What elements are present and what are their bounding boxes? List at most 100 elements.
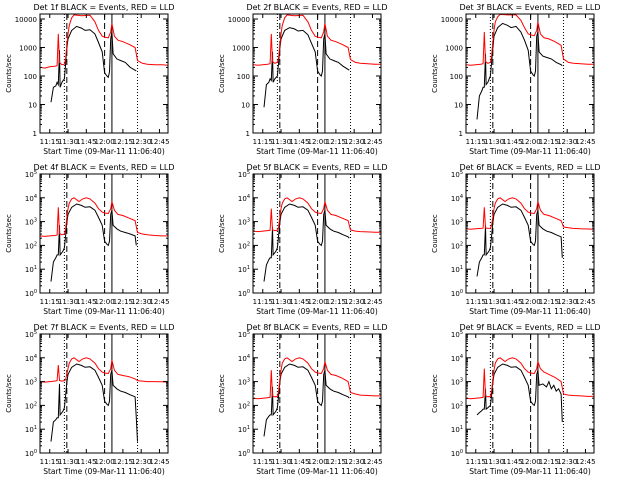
x-tick-label: 12:45 — [362, 138, 382, 146]
chart-panel: Det 7f BLACK = Events, RED = LLD 11:1511:… — [5, 323, 175, 476]
plot-frame — [252, 13, 382, 134]
x-tick-label: 11:45 — [502, 458, 522, 466]
chart-title: Det 2f BLACK = Events, RED = LLD — [246, 3, 387, 12]
x-tick-label: 12:00 — [521, 138, 541, 146]
series-group — [466, 357, 594, 423]
y-tick-label: 100 — [450, 73, 463, 81]
x-tick-label: 11:30 — [271, 458, 291, 466]
series-line-lld — [466, 357, 594, 400]
x-tick-label: 12:30 — [344, 458, 364, 466]
y-tick-label: 102 — [451, 401, 463, 410]
y-tick-label: 103 — [238, 218, 250, 227]
chart-title: Det 5f BLACK = Events, RED = LLD — [246, 163, 387, 172]
x-tick-label: 12:15 — [539, 138, 559, 146]
y-axis-label: Counts/sec — [5, 54, 13, 93]
x-tick-label: 12:30 — [557, 298, 577, 306]
series-line-events — [50, 363, 138, 442]
y-tick-label: 104 — [238, 354, 250, 363]
y-tick-label: 100 — [237, 73, 250, 81]
series-line-lld — [40, 197, 168, 237]
y-tick-label: 1000 — [19, 45, 37, 53]
y-tick-label: 100 — [25, 449, 37, 458]
y-tick-label: 1 — [33, 130, 37, 138]
chart-title: Det 6f BLACK = Events, RED = LLD — [459, 163, 600, 172]
x-tick-label: 11:30 — [58, 298, 78, 306]
x-tick-label: 11:30 — [484, 458, 504, 466]
y-tick-label: 100 — [451, 449, 463, 458]
y-axis-label: Counts/sec — [5, 214, 13, 253]
y-tick-label: 103 — [451, 218, 463, 227]
y-tick-label: 10 — [454, 102, 463, 110]
x-tick-label: 12:00 — [308, 298, 328, 306]
y-tick-label: 102 — [25, 401, 37, 410]
series-line-lld — [253, 14, 381, 66]
x-tick-label: 12:30 — [131, 298, 151, 306]
series-group — [253, 357, 381, 437]
x-tick-label: 11:15 — [253, 298, 273, 306]
series-line-lld — [466, 14, 594, 66]
x-tick-label: 12:00 — [95, 138, 115, 146]
x-tick-label: 12:45 — [575, 138, 595, 146]
series-group — [466, 14, 594, 120]
y-tick-label: 104 — [25, 194, 37, 203]
series-line-events — [263, 203, 350, 282]
chart-title: Det 4f BLACK = Events, RED = LLD — [33, 163, 174, 172]
x-tick-label: 11:45 — [76, 138, 96, 146]
y-tick-label: 101 — [238, 265, 250, 274]
y-axis-label: Counts/sec — [431, 374, 439, 413]
series-group — [40, 357, 168, 442]
x-tick-label: 11:30 — [58, 458, 78, 466]
x-tick-label: 12:30 — [557, 138, 577, 146]
series-line-lld — [466, 197, 594, 230]
x-tick-label: 12:30 — [131, 458, 151, 466]
x-tick-label: 12:00 — [521, 298, 541, 306]
plot-frame — [465, 333, 595, 454]
y-tick-label: 100 — [25, 289, 37, 298]
chart-panel: Det 3f BLACK = Events, RED = LLD11:1511:… — [431, 3, 601, 156]
x-tick-label: 12:15 — [326, 298, 346, 306]
x-tick-label: 11:15 — [466, 138, 486, 146]
x-tick-label: 11:15 — [40, 298, 60, 306]
chart-panel: Det 2f BLACK = Events, RED = LLD 11:15 11:… — [218, 3, 388, 156]
x-tick-label: 12:30 — [131, 138, 151, 146]
x-tick-label: 11:30 — [58, 138, 78, 146]
x-tick-label: 12:15 — [113, 298, 133, 306]
x-axis-label: Start Time (09-Mar-11 11:06:40) — [469, 467, 591, 476]
series-group — [253, 14, 381, 108]
chart-panel: Det 4f BLACK = Events, RED = LLD11:1511:… — [5, 163, 175, 316]
x-tick-label: 12:30 — [344, 138, 364, 146]
y-tick-label: 1 — [459, 130, 463, 138]
y-tick-label: 105 — [238, 170, 250, 179]
x-tick-label: 11:45 — [289, 138, 309, 146]
plot-frame — [252, 173, 382, 294]
y-axis-label: Counts/sec — [218, 214, 226, 253]
plot-frame — [252, 333, 382, 454]
y-tick-label: 100 — [238, 289, 250, 298]
x-axis-label: Start Time (09-Mar-11 11:06:40) — [43, 307, 165, 316]
x-tick-label: 11:45 — [289, 298, 309, 306]
y-tick-label: 10 — [241, 102, 250, 110]
plot-frame — [39, 333, 169, 454]
x-tick-label: 12:30 — [557, 458, 577, 466]
chart-title: Det 7f BLACK = Events, RED = LLD — [33, 323, 174, 332]
y-tick-label: 104 — [238, 194, 250, 203]
series-line-events — [476, 203, 563, 277]
series-line-events — [476, 363, 563, 423]
x-tick-label: 11:15 — [253, 138, 273, 146]
x-tick-label: 11:15 — [40, 458, 60, 466]
x-tick-label: 12:00 — [308, 138, 328, 146]
y-tick-label: 105 — [451, 330, 463, 339]
x-tick-label: 12:00 — [521, 458, 541, 466]
y-axis-label: Counts/sec — [431, 214, 439, 253]
x-tick-label: 11:45 — [76, 298, 96, 306]
series-line-events — [263, 363, 350, 437]
series-line-events — [50, 25, 137, 103]
y-tick-label: 1000 — [232, 45, 250, 53]
y-tick-label: 100 — [238, 449, 250, 458]
series-group — [466, 197, 594, 277]
chart-title: Det 3f BLACK = Events, RED = LLD — [459, 3, 600, 12]
x-tick-label: 12:00 — [308, 458, 328, 466]
y-tick-label: 105 — [25, 330, 37, 339]
y-tick-label: 105 — [25, 170, 37, 179]
y-tick-label: 102 — [25, 241, 37, 250]
